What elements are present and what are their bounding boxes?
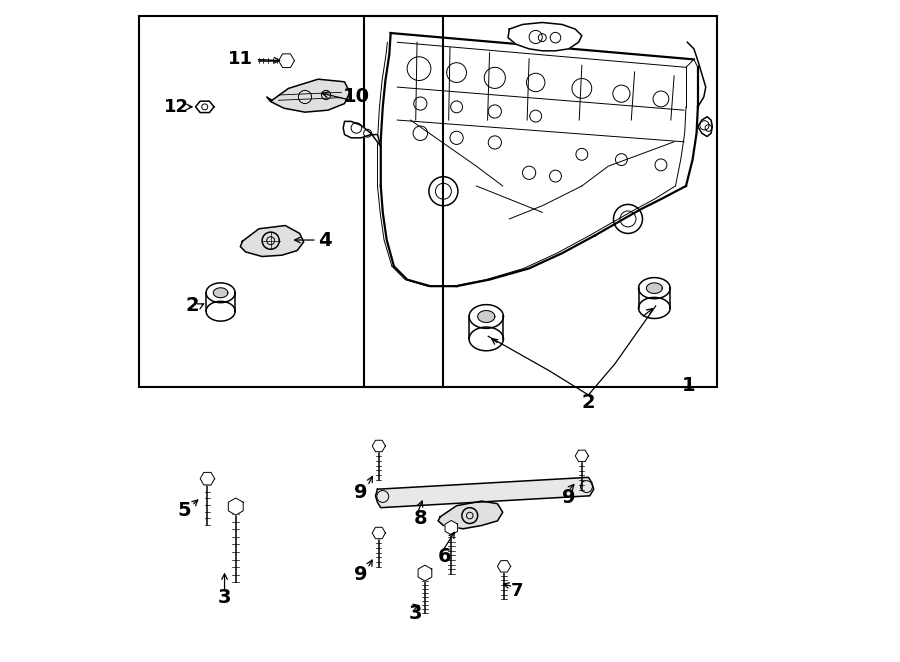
Text: 7: 7 bbox=[511, 583, 524, 600]
Text: 3: 3 bbox=[409, 604, 422, 623]
Polygon shape bbox=[478, 310, 495, 322]
Polygon shape bbox=[575, 450, 589, 461]
Bar bbox=[364, 16, 717, 387]
Polygon shape bbox=[213, 288, 228, 298]
Text: 1: 1 bbox=[682, 375, 696, 395]
Text: 8: 8 bbox=[413, 509, 428, 528]
Polygon shape bbox=[698, 117, 713, 136]
Polygon shape bbox=[266, 79, 350, 112]
Polygon shape bbox=[375, 477, 594, 508]
Text: 10: 10 bbox=[343, 87, 370, 107]
Polygon shape bbox=[508, 23, 581, 51]
Text: 4: 4 bbox=[318, 230, 331, 250]
Polygon shape bbox=[418, 565, 432, 581]
Text: 6: 6 bbox=[438, 547, 452, 566]
Polygon shape bbox=[373, 527, 385, 539]
Polygon shape bbox=[195, 101, 214, 113]
Text: 3: 3 bbox=[218, 589, 231, 608]
Polygon shape bbox=[206, 301, 235, 321]
Polygon shape bbox=[229, 498, 243, 515]
Polygon shape bbox=[240, 226, 303, 256]
Polygon shape bbox=[498, 561, 510, 572]
Bar bbox=[139, 16, 444, 387]
Polygon shape bbox=[646, 283, 662, 293]
Text: 9: 9 bbox=[355, 565, 368, 585]
Polygon shape bbox=[639, 297, 670, 318]
Text: 11: 11 bbox=[228, 50, 253, 68]
Text: 2: 2 bbox=[581, 393, 595, 412]
Polygon shape bbox=[364, 16, 717, 387]
Polygon shape bbox=[438, 501, 503, 529]
Polygon shape bbox=[469, 327, 503, 351]
Polygon shape bbox=[343, 121, 381, 146]
Polygon shape bbox=[445, 520, 457, 535]
Polygon shape bbox=[373, 440, 385, 451]
Text: 2: 2 bbox=[185, 297, 199, 316]
Polygon shape bbox=[200, 473, 215, 485]
Polygon shape bbox=[279, 54, 294, 68]
Text: 9: 9 bbox=[562, 488, 575, 506]
Text: 12: 12 bbox=[164, 98, 189, 116]
Text: 9: 9 bbox=[355, 483, 368, 502]
Text: 5: 5 bbox=[177, 501, 191, 520]
